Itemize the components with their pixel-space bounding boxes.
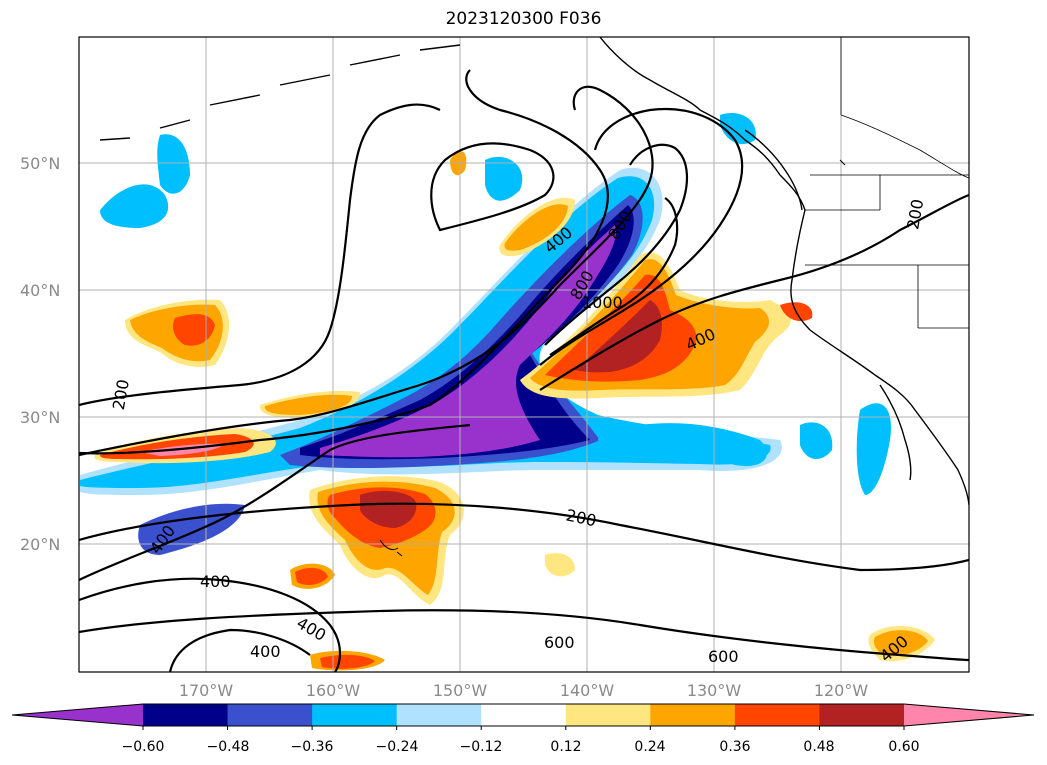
- colorbar-tick-label: −0.24: [376, 739, 419, 755]
- field-bc-blue: [720, 112, 756, 145]
- contour-label: 400: [250, 642, 281, 661]
- colorbar-tick-label: 0.36: [719, 739, 750, 755]
- contour-200-b: [79, 85, 654, 457]
- coast-aleutians: [99, 44, 461, 141]
- graticule: [79, 37, 969, 672]
- field-south-blue-a: [598, 429, 616, 461]
- contour-label: 600: [708, 647, 739, 666]
- field-se-orange: [873, 630, 928, 657]
- field-mid-orange: [264, 394, 352, 415]
- colorbar-tick-label: 0.12: [550, 739, 581, 755]
- field-gulf-orange: [504, 204, 568, 251]
- contour-400-north: [430, 142, 555, 232]
- field-east-blue-b: [800, 422, 833, 460]
- latitude-labels: 50°N 40°N 30°N 20°N: [20, 154, 60, 554]
- colorbar-tick-label: 0.60: [888, 739, 919, 755]
- field-nak-blue: [485, 156, 523, 201]
- coast-alaska: [599, 37, 806, 211]
- colorbar-tick-label: −0.12: [460, 739, 503, 755]
- colorbar-segment: [481, 704, 567, 726]
- field-east-blue-a: [640, 423, 767, 466]
- lat-label-50: 50°N: [20, 154, 60, 173]
- height-contours: [79, 69, 969, 672]
- field-s-red-b: [320, 654, 375, 669]
- field-purple: [320, 225, 616, 458]
- lon-label-140w: 140°W: [560, 681, 615, 700]
- coastlines: [99, 37, 969, 557]
- colorbar-segment: [650, 704, 736, 726]
- state-borders: [805, 37, 969, 329]
- colorbar-tick-label: −0.36: [291, 739, 334, 755]
- map-border: [78, 36, 970, 673]
- lat-label-30: 30°N: [20, 408, 60, 427]
- lon-label-150w: 150°W: [433, 681, 488, 700]
- colorbar-segment: [396, 704, 482, 726]
- colorbar-tick-label: −0.48: [207, 739, 250, 755]
- colorbar-segment: [143, 704, 229, 726]
- contour-label: 600: [544, 633, 575, 652]
- lon-label-130w: 130°W: [687, 681, 742, 700]
- coast-bc: [744, 129, 803, 211]
- lon-label-120w: 120°W: [814, 681, 869, 700]
- contour-600: [539, 107, 744, 366]
- field-positive-red: [545, 274, 697, 382]
- field-sub-dark-red: [360, 490, 417, 528]
- coast-baja: [879, 384, 912, 481]
- colorbar-tick-labels: −0.60 −0.48 −0.36 −0.24 −0.12 0.12 0.24 …: [122, 739, 920, 755]
- coast-islands: [379, 159, 846, 557]
- colorbar-tick-label: 0.48: [803, 739, 834, 755]
- colorbar-segment: [227, 704, 313, 726]
- contour-200-south: [79, 502, 969, 572]
- lat-label-40: 40°N: [20, 281, 60, 300]
- field-nw-blue-a: [100, 184, 169, 228]
- field-east-blue-c: [856, 403, 891, 495]
- coast-us-west: [790, 209, 969, 506]
- colorbar-segment: [312, 704, 398, 726]
- colorbar-tick-label: 0.24: [634, 739, 665, 755]
- colorbar-segment: [734, 704, 820, 726]
- colorbar-extend-low: [12, 704, 143, 726]
- contour-400-east: [539, 193, 969, 391]
- lat-label-20: 20°N: [20, 535, 60, 554]
- field-blue: [138, 503, 245, 555]
- colorbar-segment: [819, 704, 905, 726]
- colorbar: [11, 703, 1035, 730]
- contour-600-south: [79, 609, 969, 662]
- contour-label: 400: [200, 572, 231, 591]
- contour-400-sw: [168, 628, 311, 672]
- field-nw-red: [173, 314, 215, 346]
- contour-400-west: [79, 423, 471, 581]
- contour-label: 1000: [582, 293, 623, 312]
- longitude-labels: 170°W 160°W 150°W 140°W 130°W 120°W: [179, 681, 869, 700]
- contour-1000: [549, 197, 679, 356]
- field-nw-blue-b: [157, 134, 190, 194]
- colorbar-extend-high: [904, 704, 1034, 726]
- colorbar-segment: [565, 704, 651, 726]
- map-title: 2023120300 F036: [445, 9, 602, 29]
- contour-400-south: [79, 577, 342, 672]
- colorbar-tick-label: −0.60: [122, 739, 165, 755]
- contour-400-main: [79, 103, 441, 407]
- shaded-field: [80, 112, 935, 671]
- lon-label-160w: 160°W: [306, 681, 361, 700]
- contour-200: [79, 69, 609, 455]
- field-s-red-a: [295, 567, 328, 585]
- field-s-yellow-a: [545, 553, 575, 577]
- lon-label-170w: 170°W: [179, 681, 234, 700]
